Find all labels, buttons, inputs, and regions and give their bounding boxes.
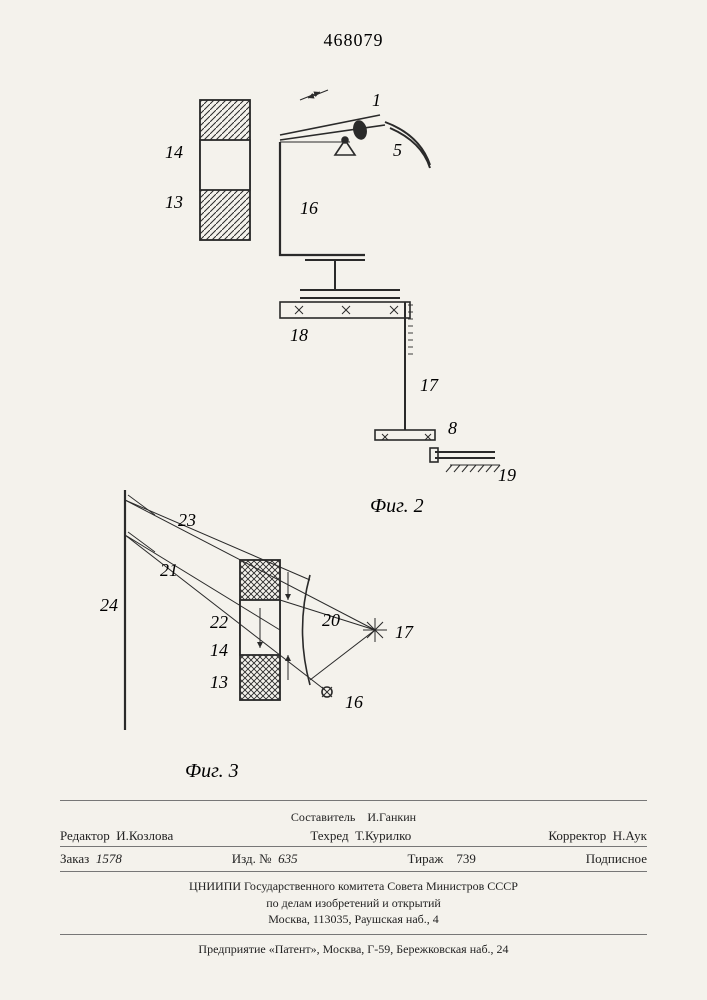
- credits-row: Редактор И.Козлова Техред Т.Курилко Корр…: [60, 826, 647, 846]
- footer: Составитель И.Ганкин Редактор И.Козлова …: [60, 800, 647, 958]
- editor-name: И.Козлова: [116, 828, 173, 843]
- fig2-label-14: 14: [165, 142, 183, 163]
- fig2-label-8: 8: [448, 418, 457, 439]
- org-line2: по делам изобретений и открытий: [60, 895, 647, 912]
- fig2-label-16: 16: [300, 198, 318, 219]
- editor-label: Редактор: [60, 828, 110, 843]
- editor-cell: Редактор И.Козлова: [60, 828, 173, 844]
- fig3-label-20: 20: [322, 610, 340, 631]
- fig2-label-19: 19: [498, 465, 516, 486]
- compiler-name: И.Ганкин: [367, 810, 416, 824]
- subscription: Подписное: [586, 851, 647, 867]
- fig2-label-13: 13: [165, 192, 183, 213]
- techred-cell: Техред Т.Курилко: [310, 828, 411, 844]
- izd-cell: Изд. № 635: [232, 851, 298, 867]
- compiler-label: Составитель: [291, 810, 355, 824]
- fig3-label-24: 24: [100, 595, 118, 616]
- print-row: Заказ 1578 Изд. № 635 Тираж 739 Подписно…: [60, 847, 647, 871]
- fig3-label-14: 14: [210, 640, 228, 661]
- fig3-label-21: 21: [160, 560, 178, 581]
- org-line3: Москва, 113035, Раушская наб., 4: [60, 911, 647, 928]
- order-no: 1578: [96, 851, 122, 866]
- corrector-label: Корректор: [548, 828, 606, 843]
- fig3-label-22: 22: [210, 612, 228, 633]
- order-label: Заказ: [60, 851, 89, 866]
- printer: Предприятие «Патент», Москва, Г-59, Бере…: [198, 942, 508, 956]
- order-cell: Заказ 1578: [60, 851, 122, 867]
- izd-label: Изд. №: [232, 851, 272, 866]
- fig3-caption: Фиг. 3: [185, 760, 239, 783]
- printer-line: Предприятие «Патент», Москва, Г-59, Бере…: [60, 935, 647, 958]
- fig2-label-1: 1: [372, 90, 381, 111]
- page: 468079: [0, 0, 707, 1000]
- fig3-label-16: 16: [345, 692, 363, 713]
- techred-label: Техред: [310, 828, 348, 843]
- izd-no: 635: [278, 851, 298, 866]
- techred-name: Т.Курилко: [355, 828, 411, 843]
- patent-number: 468079: [0, 30, 707, 51]
- fig3-label-17: 17: [395, 622, 413, 643]
- figure-2: [150, 80, 530, 510]
- fig2-label-5: 5: [393, 140, 402, 161]
- fig3-label-23: 23: [178, 510, 196, 531]
- org-line1: ЦНИИПИ Государственного комитета Совета …: [60, 878, 647, 895]
- fig3-label-13: 13: [210, 672, 228, 693]
- tirage-no: 739: [456, 851, 476, 866]
- org-block: ЦНИИПИ Государственного комитета Совета …: [60, 872, 647, 934]
- figure-3: [95, 480, 475, 770]
- corrector-name: Н.Аук: [613, 828, 647, 843]
- fig2-label-18: 18: [290, 325, 308, 346]
- tirage-cell: Тираж 739: [408, 851, 476, 867]
- fig2-label-17: 17: [420, 375, 438, 396]
- tirage-label: Тираж: [408, 851, 444, 866]
- corrector-cell: Корректор Н.Аук: [548, 828, 647, 844]
